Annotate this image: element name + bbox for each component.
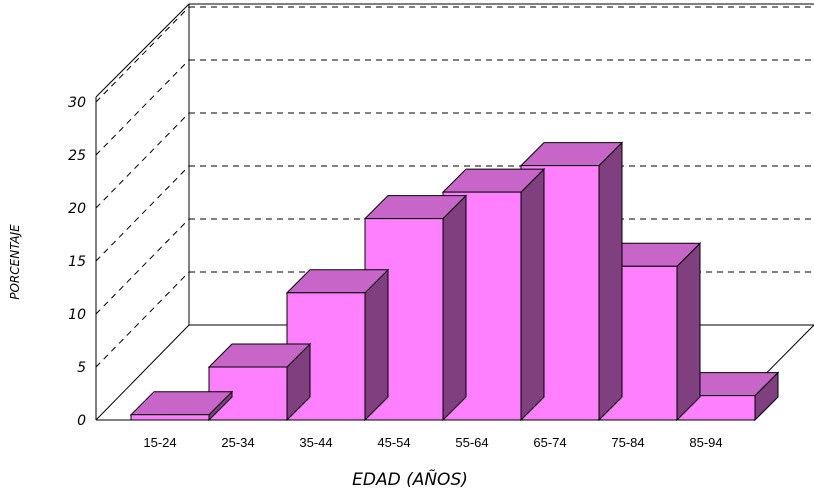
bar-side — [520, 167, 545, 422]
x-tick-label: 45-54 — [377, 435, 410, 450]
bars — [129, 141, 780, 422]
left-wall-top-edge — [95, 3, 190, 98]
gridline-side — [95, 165, 190, 262]
x-tick-label: 15-24 — [143, 435, 176, 450]
y-tick-label: 25 — [68, 148, 86, 164]
x-axis-title: EDAD (AÑOS) — [352, 468, 468, 490]
bar-side — [442, 194, 467, 422]
bar-25-34 — [207, 342, 312, 422]
gridline-side — [95, 112, 190, 209]
x-tick-label: 75-84 — [611, 435, 644, 450]
y-tick-label: 20 — [68, 201, 86, 217]
y-axis-title: PORCENTAJE — [8, 224, 22, 300]
gridline-side — [95, 59, 190, 156]
bar-side — [364, 268, 389, 422]
gridlines — [95, 6, 814, 368]
x-tick-label: 35-44 — [299, 435, 332, 450]
x-tick-label: 25-34 — [221, 435, 254, 450]
bar-side — [676, 242, 701, 422]
bar — [130, 414, 210, 421]
x-tick-label: 55-64 — [455, 435, 488, 450]
y-tick-labels: 0 5 10 15 20 25 30 — [68, 95, 86, 429]
y-tick-label: 15 — [68, 254, 86, 270]
bar-15-24 — [129, 390, 234, 422]
y-tick-label: 30 — [68, 95, 86, 111]
gridline-side — [95, 271, 190, 368]
x-tick-label: 65-74 — [533, 435, 566, 450]
gridline-side — [95, 218, 190, 315]
floor-left-edge — [95, 324, 190, 421]
y-tick-label: 10 — [68, 307, 86, 323]
y-tick-label: 5 — [77, 360, 86, 376]
bar-side — [598, 141, 623, 422]
y-tick-label: 0 — [77, 413, 86, 429]
gridline-side — [95, 6, 190, 103]
x-tick-label: 85-94 — [689, 435, 722, 450]
x-tick-labels: 15-24 25-34 35-44 45-54 55-64 65-74 75-84 85-94 — [143, 435, 722, 450]
